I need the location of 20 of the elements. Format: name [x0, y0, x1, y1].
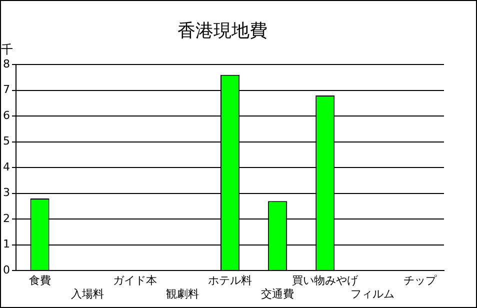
y-tick-label: 1: [3, 238, 10, 251]
x-tick-label: ホテル料: [208, 274, 252, 288]
x-tick-label: ガイド本: [112, 274, 157, 288]
y-tick-label: 2: [3, 212, 10, 225]
x-tick-label: 観劇料: [166, 287, 199, 300]
x-tick-label: チップ: [404, 274, 438, 288]
chart-title: 香港現地費: [178, 20, 268, 42]
y-tick-label: 4: [3, 160, 10, 174]
y-tick-label: 5: [3, 134, 10, 148]
y-tick-label: 8: [3, 57, 10, 70]
y-tick-label: 3: [3, 186, 10, 200]
y-tick-label: 7: [3, 83, 10, 96]
x-tick-label: 交通費: [261, 287, 294, 300]
y-tick-label: 6: [3, 108, 10, 122]
y-tick-label: 0: [3, 263, 10, 276]
x-tick-label: 入場料: [70, 287, 104, 300]
x-tick-label: 食費: [28, 274, 51, 288]
x-tick-label: フィルム: [350, 287, 395, 300]
x-tick-label: 買い物みやげ: [292, 274, 360, 288]
y-axis-title: 千: [1, 42, 13, 57]
